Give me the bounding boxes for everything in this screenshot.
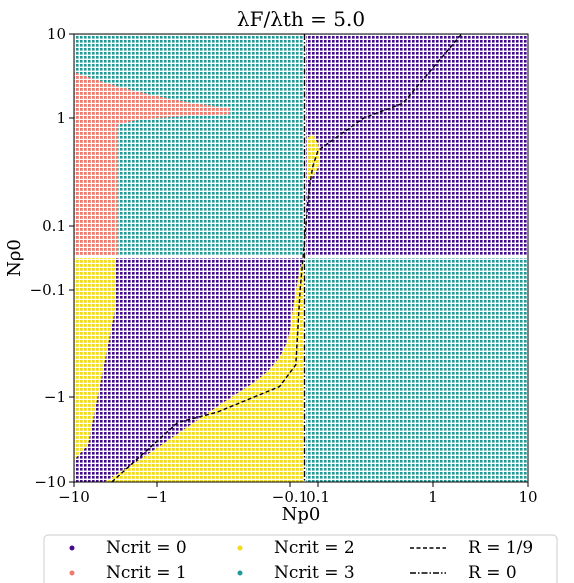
- legend-marker: [69, 570, 75, 576]
- y-tick-label: −10: [34, 473, 66, 491]
- legend-label: Ncrit = 1: [106, 563, 187, 583]
- x-tick-label: −10: [58, 488, 90, 506]
- legend-item-r0: R = 0: [410, 563, 517, 583]
- x-tick-label: −0.1: [272, 488, 308, 506]
- legend-label: Ncrit = 3: [274, 563, 355, 583]
- x-axis-ticks: −10 −1 −0.10.1 1 10: [58, 482, 538, 506]
- region-ncrit2-lower-band: [104, 258, 303, 482]
- legend-marker: [237, 570, 243, 576]
- region-top-right-ncrit0: [303, 34, 528, 255]
- x-tick-label: −1: [146, 488, 168, 506]
- legend-item-r19: R = 1/9: [410, 538, 533, 558]
- chart-title: λF/λth = 5.0: [237, 7, 365, 31]
- legend-marker: [237, 545, 243, 551]
- legend-item-ncrit3: Ncrit = 3: [237, 563, 355, 583]
- legend-marker: [69, 545, 75, 551]
- y-tick-label: −1: [44, 388, 66, 406]
- legend-label: Ncrit = 0: [106, 538, 187, 558]
- region-ncrit2-left-wedge: [74, 258, 116, 460]
- legend-item-ncrit0: Ncrit = 0: [69, 538, 187, 558]
- region-bottom-right-ncrit3: [306, 258, 528, 482]
- x-axis-label: Np0: [282, 504, 321, 525]
- y-axis-ticks: −10 −1 −0.1 0.1 1 10: [30, 25, 74, 491]
- y-tick-label: −0.1: [30, 281, 66, 299]
- region-ncrit2-sliver: [307, 134, 320, 180]
- x-tick-label: 10: [518, 488, 537, 506]
- region-ncrit1: [74, 72, 230, 255]
- legend: Ncrit = 0 Ncrit = 2 R = 1/9 Ncrit = 1 Ncrit …: [43, 534, 558, 583]
- gap-band-h: [74, 255, 528, 258]
- plot-frame: [73, 33, 529, 483]
- legend-item-ncrit2: Ncrit = 2: [237, 538, 355, 558]
- y-axis-label: Nρ0: [4, 239, 25, 277]
- y-tick-label: 10: [47, 25, 66, 43]
- y-tick-label: 1: [56, 109, 66, 127]
- y-tick-label: 0.1: [42, 217, 66, 235]
- legend-label: Ncrit = 2: [274, 538, 355, 558]
- x-tick-label: 1: [428, 488, 438, 506]
- series-line-r19: [111, 34, 463, 482]
- legend-label: R = 1/9: [468, 538, 533, 558]
- legend-box: [43, 534, 558, 583]
- legend-item-ncrit1: Ncrit = 1: [69, 563, 187, 583]
- legend-label: R = 0: [468, 563, 517, 583]
- x-tick-label: 0.1: [306, 488, 330, 506]
